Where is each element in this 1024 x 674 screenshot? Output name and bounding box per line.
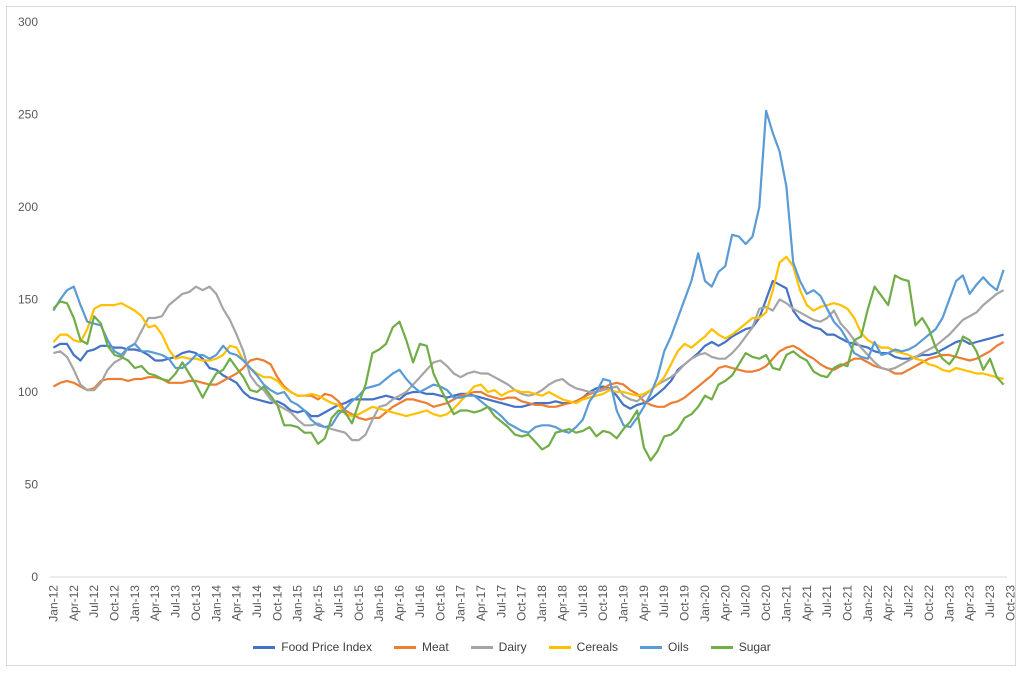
x-tick-label: Jan-14 — [209, 585, 223, 622]
x-tick-label: Oct-19 — [678, 585, 692, 621]
series-line-meat — [52, 341, 1005, 421]
x-tick-label: Jul-17 — [494, 585, 508, 618]
x-tick-label: Jul-23 — [983, 585, 997, 618]
x-tick-label: Apr-19 — [637, 585, 651, 621]
x-tick-label: Oct-18 — [596, 585, 610, 621]
x-tick-label: Jan-13 — [128, 585, 142, 622]
chart-legend: Food Price Index Meat Dairy Cereals Oils Suga… — [0, 640, 1024, 654]
x-tick-label: Jan-20 — [698, 585, 712, 622]
series-line-oils — [52, 109, 1005, 434]
legend-swatch — [710, 645, 733, 649]
legend-item: Dairy — [470, 640, 527, 654]
legend-swatch — [253, 645, 276, 649]
legend-label: Oils — [668, 640, 689, 654]
x-tick-label: Jan-19 — [617, 585, 631, 622]
legend-swatch — [548, 645, 571, 649]
x-tick-label: Jan-22 — [861, 585, 875, 622]
x-tick-label: Apr-21 — [800, 585, 814, 621]
x-tick-label: Oct-22 — [922, 585, 936, 621]
y-tick-label: 300 — [18, 15, 38, 29]
legend-label: Sugar — [738, 640, 771, 654]
x-tick-label: Apr-16 — [393, 585, 407, 621]
series-line-food-price-index — [52, 279, 1004, 418]
legend-swatch — [393, 645, 416, 649]
x-tick-label: Jan-16 — [372, 585, 386, 622]
x-tick-label: Jul-13 — [169, 585, 183, 618]
x-tick-label: Apr-12 — [67, 585, 81, 621]
x-tick-label: Apr-17 — [474, 585, 488, 621]
x-tick-label: Apr-20 — [718, 585, 732, 621]
x-tick-label: Jul-16 — [413, 585, 427, 618]
x-tick-label: Apr-15 — [311, 585, 325, 621]
x-tick-label: Jul-19 — [657, 585, 671, 618]
x-tick-label: Jul-12 — [87, 585, 101, 618]
x-tick-label: Apr-18 — [555, 585, 569, 621]
legend-swatch — [640, 645, 663, 649]
x-tick-label: Jan-18 — [535, 585, 549, 622]
x-tick-label: Oct-15 — [352, 585, 366, 621]
x-tick-label: Jul-20 — [739, 585, 753, 618]
x-tick-label: Jan-23 — [942, 585, 956, 622]
y-tick-label: 100 — [18, 385, 38, 399]
y-tick-label: 50 — [25, 478, 39, 492]
x-tick-label: Oct-20 — [759, 585, 773, 621]
x-tick-label: Jul-22 — [902, 585, 916, 618]
legend-label: Meat — [421, 640, 449, 654]
legend-item: Cereals — [548, 640, 619, 654]
x-tick-label: Jan-15 — [291, 585, 305, 622]
x-tick-label: Oct-13 — [189, 585, 203, 621]
legend-label: Cereals — [576, 640, 619, 654]
legend-item: Oils — [640, 640, 689, 654]
legend-label: Dairy — [498, 640, 527, 654]
series-line-dairy — [53, 285, 1005, 442]
x-tick-label: Oct-23 — [1003, 585, 1017, 621]
x-tick-label: Oct-12 — [107, 585, 121, 621]
x-tick-label: Jul-21 — [820, 585, 834, 618]
x-tick-label: Apr-13 — [148, 585, 162, 621]
x-tick-label: Jul-15 — [331, 585, 345, 618]
series-line-sugar — [52, 274, 1005, 462]
legend-item: Sugar — [710, 640, 771, 654]
y-tick-label: 150 — [18, 293, 38, 307]
line-chart: 0 50 100 150 200 250 300 Jan-12 Apr-12 Jul-12 Oct-… — [18, 15, 1024, 622]
x-tick-label: Jan-17 — [454, 585, 468, 622]
x-tick-label: Oct-21 — [841, 585, 855, 621]
x-tick-label: Oct-16 — [433, 585, 447, 621]
x-tick-label: Jan-12 — [46, 585, 60, 622]
x-tick-label: Oct-17 — [515, 585, 529, 621]
x-tick-label: Jul-14 — [250, 585, 264, 618]
x-tick-label: Apr-14 — [230, 585, 244, 621]
series-line-cereals — [52, 255, 1004, 418]
chart-frame — [6, 6, 1016, 666]
x-tick-label: Oct-14 — [270, 585, 284, 621]
x-tick-label: Apr-22 — [881, 585, 895, 621]
x-tick-label: Jan-21 — [779, 585, 793, 622]
legend-item: Meat — [393, 640, 449, 654]
y-tick-label: 200 — [18, 200, 38, 214]
y-tick-label: 0 — [31, 570, 38, 584]
legend-swatch — [470, 645, 493, 649]
x-tick-label: Jul-18 — [576, 585, 590, 618]
legend-item: Food Price Index — [253, 640, 372, 654]
legend-label: Food Price Index — [281, 640, 372, 654]
x-tick-label: Apr-23 — [963, 585, 977, 621]
y-tick-label: 250 — [18, 108, 38, 122]
